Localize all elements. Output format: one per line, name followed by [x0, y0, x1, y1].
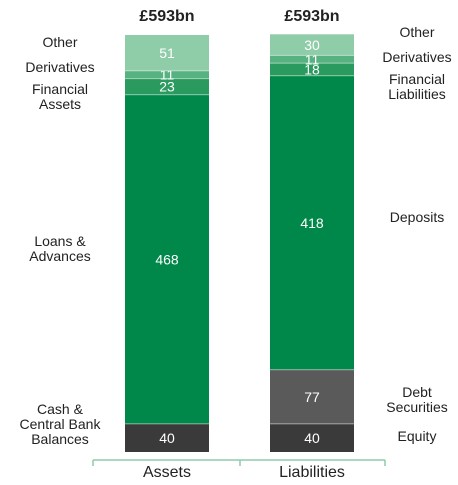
- total-label-liabilities: £593bn: [284, 8, 339, 25]
- segment-name-assets-0-0: Other: [42, 34, 77, 50]
- segment-name-liabilities-0-0: Other: [399, 24, 434, 40]
- segment-name-assets-4-1: Central Bank: [20, 416, 102, 432]
- bar-segment-liabilities-1: [270, 369, 354, 424]
- segment-name-liabilities-4-1: Securities: [386, 399, 447, 415]
- data-label-liabilities-5: 30: [304, 37, 320, 53]
- data-label-liabilities-3: 18: [304, 61, 320, 77]
- segment-name-assets-3-0: Loans &: [34, 233, 86, 249]
- segment-name-assets-4-0: Cash &: [37, 401, 84, 417]
- segment-name-liabilities-1-0: Derivatives: [382, 49, 451, 65]
- total-label-assets: £593bn: [139, 8, 194, 25]
- bar-segment-liabilities-0: [270, 423, 354, 452]
- segment-name-liabilities-2-1: Liabilities: [388, 86, 446, 102]
- bar-segment-liabilities-2: [270, 75, 354, 370]
- bar-segment-assets-3: [125, 70, 209, 79]
- segment-name-liabilities-4-0: Debt: [402, 384, 432, 400]
- data-label-liabilities-1: 77: [304, 389, 320, 405]
- segment-name-assets-4-2: Balances: [31, 431, 89, 447]
- bar-segment-liabilities-5: [270, 34, 354, 56]
- bar-segment-liabilities-4: [270, 55, 354, 64]
- data-label-liabilities-0: 40: [304, 430, 320, 446]
- segment-name-assets-2-0: Financial: [32, 81, 88, 97]
- segment-name-liabilities-3-0: Deposits: [390, 209, 444, 225]
- bar-segment-assets-4: [125, 35, 209, 71]
- segment-name-assets-2-1: Assets: [39, 96, 81, 112]
- segment-name-assets-1-0: Derivatives: [25, 59, 94, 75]
- bar-segment-liabilities-3: [270, 63, 354, 76]
- bar-segment-assets-1: [125, 94, 209, 424]
- data-label-assets-0: 40: [159, 430, 175, 446]
- data-label-assets-2: 23: [159, 79, 175, 95]
- category-label-assets: Assets: [143, 464, 191, 481]
- segment-name-assets-3-1: Advances: [29, 248, 90, 264]
- bar-segment-assets-0: [125, 423, 209, 452]
- segment-name-liabilities-2-0: Financial: [389, 71, 445, 87]
- category-label-liabilities: Liabilities: [279, 464, 345, 481]
- data-label-assets-4: 51: [159, 45, 175, 61]
- segment-name-liabilities-5-0: Equity: [398, 428, 437, 444]
- bar-segment-assets-2: [125, 78, 209, 95]
- data-label-liabilities-2: 418: [300, 215, 324, 231]
- data-label-assets-1: 468: [155, 251, 179, 267]
